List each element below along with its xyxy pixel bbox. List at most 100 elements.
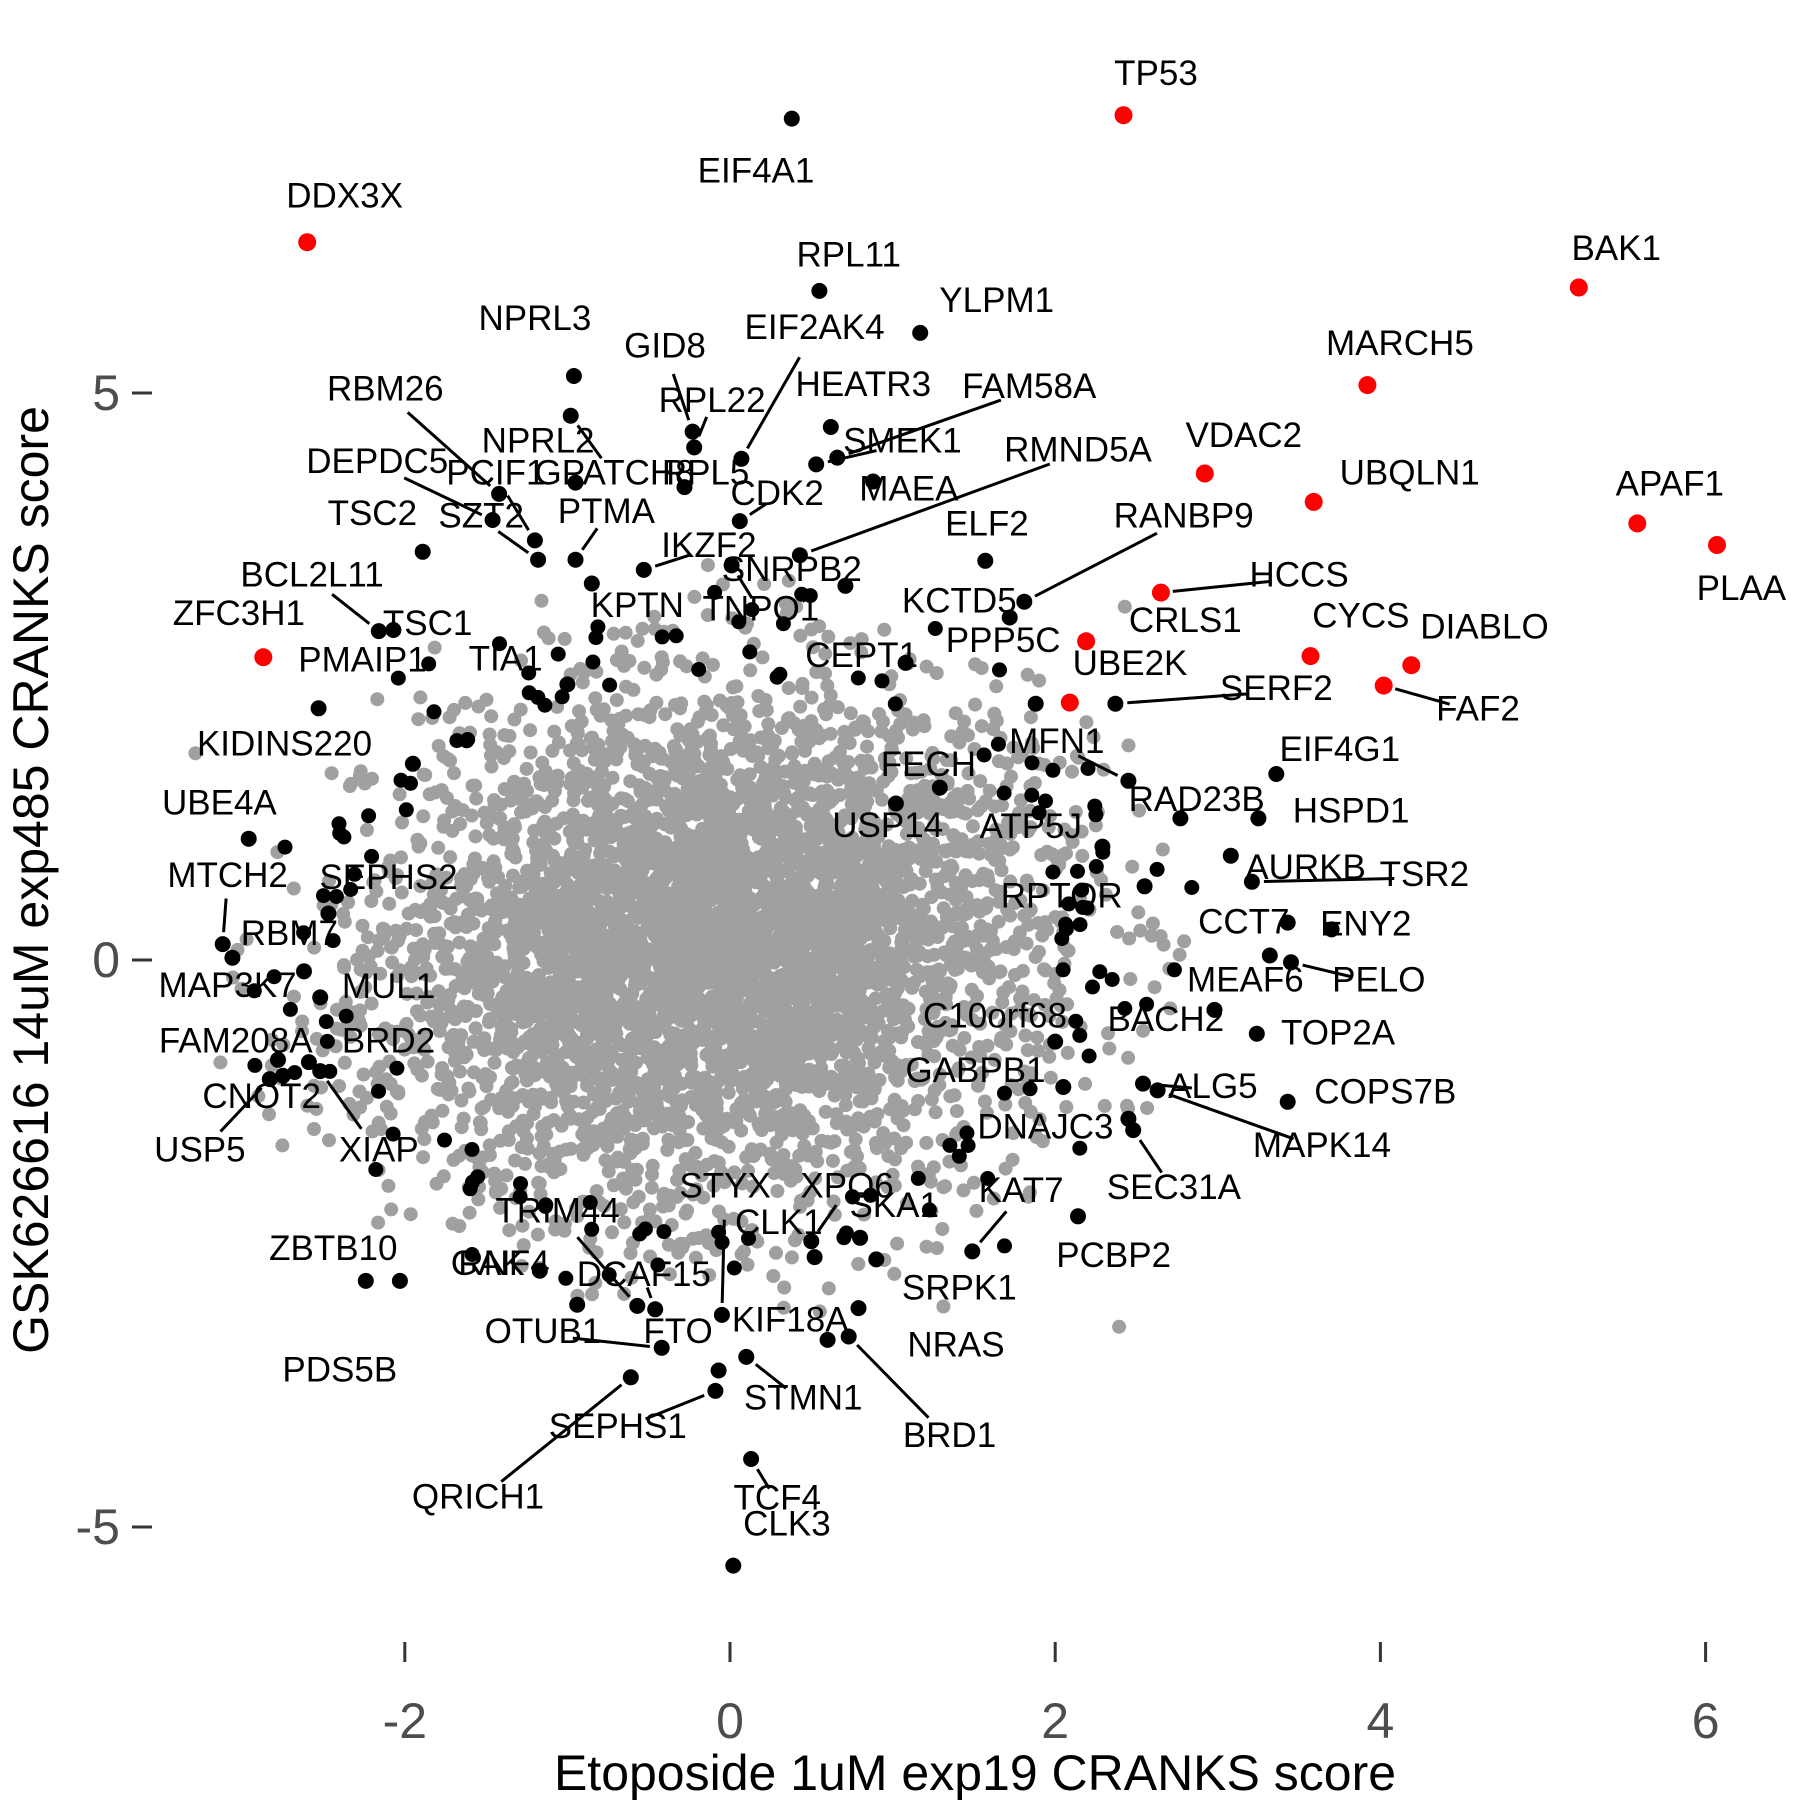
gene-label: NPRL3 [478,299,591,338]
gene-point [1268,766,1285,782]
gene-point [240,830,257,847]
gene-label: TSR2 [1380,855,1469,894]
gene-point [850,1300,867,1317]
highlighted-gene-point [1301,647,1320,666]
gene-label: VDAC2 [1185,416,1302,455]
gene-point [622,1369,639,1386]
gene-label: GABPB1 [905,1051,1045,1090]
gene-label: DCAF15 [577,1255,711,1294]
leader-line [222,898,228,933]
gene-label: XIAP [339,1130,419,1169]
gene-label: EIF2AK4 [745,308,885,347]
gene-label: CEPT1 [805,636,918,675]
gene-point [1250,810,1267,827]
leader-line [403,476,483,517]
leader-line [1077,754,1119,777]
gene-point [312,989,329,1006]
gene-point [964,1243,981,1260]
gene-point [569,1296,586,1313]
gene-point [414,543,431,560]
highlighted-gene-point [298,233,317,252]
gene-point [1070,1208,1086,1225]
gene-label: RANBP9 [1114,497,1254,536]
gene-label: UBE2K [1073,644,1188,683]
y-axis-title: GSK626616 14uM exp485 CRANKS score [3,406,59,1354]
gene-label: DEPDC5 [306,442,448,481]
gene-label: GID8 [624,326,706,365]
x-axis-title: Etoposide 1uM exp19 CRANKS score [554,1745,1396,1800]
gene-point [635,561,652,578]
gene-label: PLAA [1697,569,1787,608]
gene-label: IKZF2 [661,526,756,565]
gene-point [1001,609,1018,626]
y-tick-label: 5 [92,365,120,421]
gene-point [629,1297,646,1314]
y-tick-label: 0 [92,932,120,988]
leader-line [848,398,1002,456]
gene-label: USP5 [154,1130,245,1169]
gene-label: BACH2 [1107,1000,1224,1039]
highlighted-gene-point [1402,656,1421,675]
leader-line [856,1343,930,1419]
gene-label: MAP3K7 [159,966,297,1005]
gene-label: ALG5 [1168,1067,1258,1106]
gene-point [320,905,337,922]
gene-label: OTUB1 [485,1312,602,1351]
gene-label: KIDINS220 [197,724,372,763]
gene-label: TP53 [1114,54,1198,93]
gene-label: CLK3 [743,1505,831,1544]
gene-label: PPP5C [946,621,1061,660]
gene-point [1055,1079,1072,1095]
gene-label: BRD1 [903,1416,996,1455]
gene-label: HCCS [1250,555,1349,594]
gene-label: GAK [451,1244,525,1283]
leader-line [748,502,767,516]
gene-label: TCF4 [733,1479,821,1518]
leader-line [1302,963,1353,979]
gene-point [791,547,808,564]
gene-point [1222,847,1239,864]
gene-label: SKA1 [849,1186,939,1225]
leader-line [576,1236,631,1298]
gene-label: SERF2 [1220,669,1333,708]
axes: -2 0 2 4 6 5 0 -5 Etoposide 1uM exp19 CRANKS sco… [3,365,1720,1800]
gene-point [840,1328,857,1345]
gene-label: USP14 [832,806,943,845]
gene-point [865,473,882,490]
gene-point [1279,1093,1296,1110]
gene-label: PMAIP1 [298,641,426,680]
highlighted-gene-point [1195,464,1214,483]
gene-point [710,1362,727,1379]
gene-label: ATP5J [980,807,1082,846]
gene-point [731,513,748,530]
gene-label: TSC2 [328,494,417,533]
gene-point [1172,810,1189,827]
gene-label: YLPM1 [939,281,1054,320]
gene-point [559,676,576,693]
leader-line [671,373,691,421]
gene-label: KPTN [591,586,684,625]
gene-point [1107,695,1124,712]
x-tick-label: 2 [1041,1693,1069,1749]
gene-point [733,450,750,467]
gene-point [1094,838,1111,855]
gene-point [312,1063,329,1080]
gene-point [261,1071,278,1088]
gene-label: RMND5A [1004,431,1152,470]
gene-point [1135,1075,1151,1092]
highlighted-gene-point [1708,536,1726,554]
gene-point [811,282,828,299]
gene-point [583,575,600,592]
highlighted-gene-point [1569,278,1588,297]
gene-label: BCL2L11 [240,555,383,594]
leader-line [1127,692,1247,705]
x-tick-label: 6 [1692,1693,1720,1749]
gene-label: RAD23B [1129,780,1265,819]
gene-label: RPL22 [659,381,766,420]
gene-label: CLK1 [735,1203,823,1242]
gene-label: XPO6 [800,1167,893,1206]
gene-point [738,1348,755,1365]
gene-point [723,557,740,574]
gene-label: FAM208A [159,1022,313,1061]
gene-point [897,654,914,671]
